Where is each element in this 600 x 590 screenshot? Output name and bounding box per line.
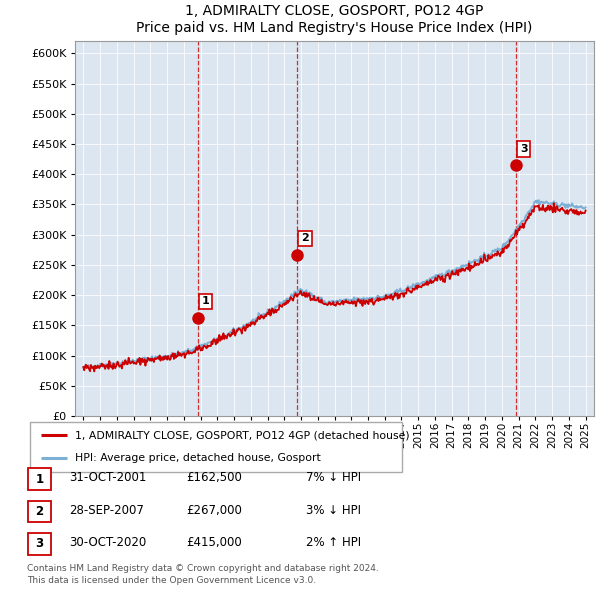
Text: £267,000: £267,000 bbox=[186, 504, 242, 517]
Title: 1, ADMIRALTY CLOSE, GOSPORT, PO12 4GP
Price paid vs. HM Land Registry's House Pr: 1, ADMIRALTY CLOSE, GOSPORT, PO12 4GP Pr… bbox=[136, 4, 533, 35]
Text: 1: 1 bbox=[202, 296, 209, 306]
FancyBboxPatch shape bbox=[30, 422, 402, 472]
Text: £415,000: £415,000 bbox=[186, 536, 242, 549]
Text: 1, ADMIRALTY CLOSE, GOSPORT, PO12 4GP (detached house): 1, ADMIRALTY CLOSE, GOSPORT, PO12 4GP (d… bbox=[74, 430, 409, 440]
Text: 28-SEP-2007: 28-SEP-2007 bbox=[69, 504, 144, 517]
Text: 31-OCT-2001: 31-OCT-2001 bbox=[69, 471, 146, 484]
Text: 2: 2 bbox=[301, 233, 309, 243]
Text: 3: 3 bbox=[520, 144, 527, 154]
Text: 7% ↓ HPI: 7% ↓ HPI bbox=[306, 471, 361, 484]
Text: 3: 3 bbox=[35, 537, 44, 550]
FancyBboxPatch shape bbox=[28, 533, 51, 555]
Text: HPI: Average price, detached house, Gosport: HPI: Average price, detached house, Gosp… bbox=[74, 454, 320, 464]
Text: 1: 1 bbox=[35, 473, 44, 486]
Text: Contains HM Land Registry data © Crown copyright and database right 2024.
This d: Contains HM Land Registry data © Crown c… bbox=[27, 565, 379, 585]
Text: 2% ↑ HPI: 2% ↑ HPI bbox=[306, 536, 361, 549]
Text: 3% ↓ HPI: 3% ↓ HPI bbox=[306, 504, 361, 517]
FancyBboxPatch shape bbox=[28, 501, 51, 522]
Text: 2: 2 bbox=[35, 505, 44, 518]
Text: 30-OCT-2020: 30-OCT-2020 bbox=[69, 536, 146, 549]
FancyBboxPatch shape bbox=[28, 468, 51, 490]
Text: £162,500: £162,500 bbox=[186, 471, 242, 484]
